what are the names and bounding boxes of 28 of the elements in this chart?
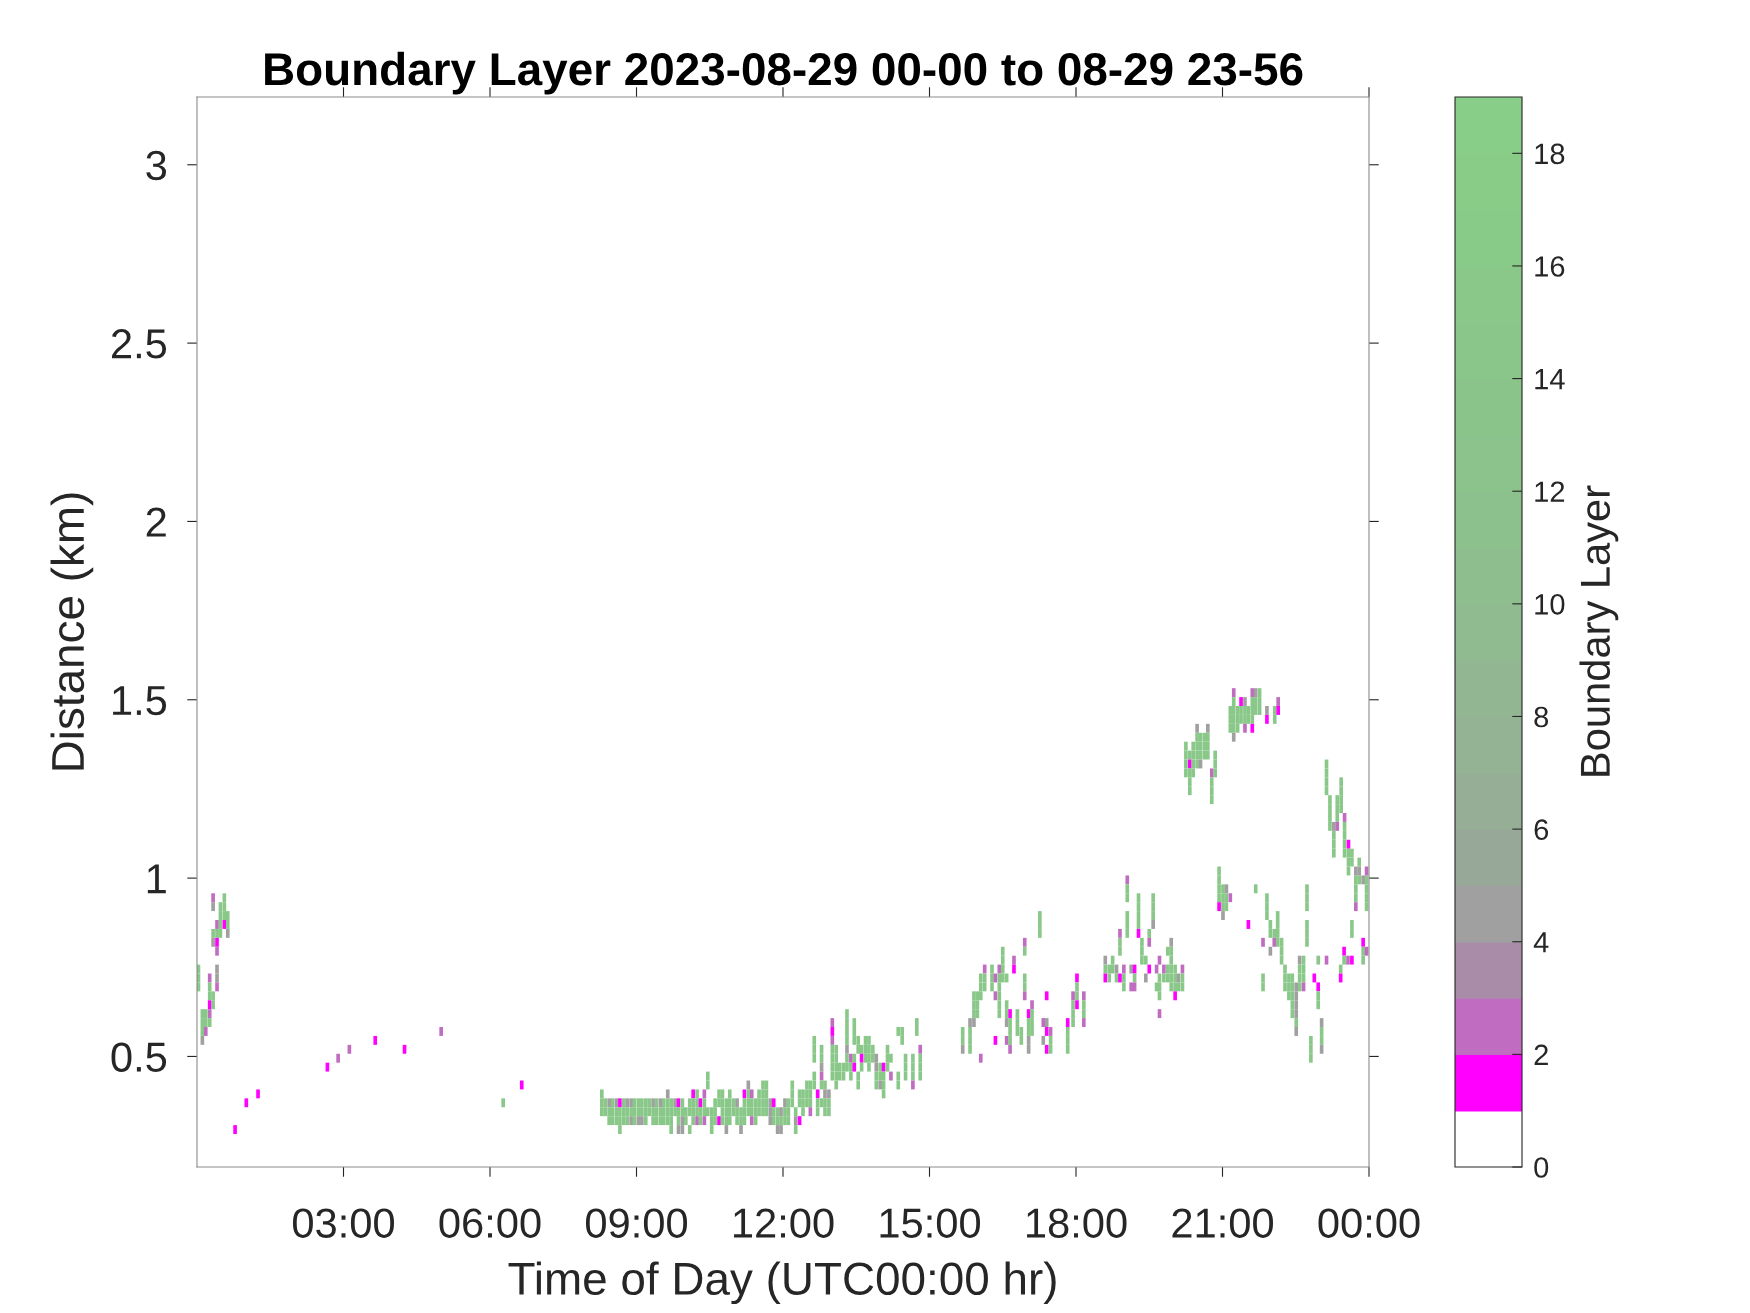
color-bar-label: 8 — [1534, 706, 1549, 728]
y-tick-label: 3 — [146, 150, 166, 181]
y-tick-label: 0.5 — [111, 1042, 167, 1072]
color-bar-label: 6 — [1534, 819, 1549, 840]
color-bar-label: 4 — [1533, 932, 1549, 953]
y-axis-title: Distance (km) — [50, 493, 94, 770]
x-tick-label: 12:00 — [734, 1208, 834, 1238]
color-bar-title: Boundary Layer — [1579, 485, 1619, 776]
x-tick-label: 00:00 — [1318, 1208, 1420, 1238]
color-bar-label: 0 — [1534, 1157, 1549, 1178]
x-tick-label: 15:00 — [880, 1208, 981, 1238]
chart-title: Boundary Layer 2023-08-29 00-00 to 08-29 23-56 — [265, 51, 1303, 95]
color-bar-label: 10 — [1535, 594, 1565, 615]
x-tick-label: 09:00 — [586, 1208, 688, 1238]
x-axis-title: Time of Day (UTC00:00 hr) — [508, 1261, 1056, 1305]
x-tick-label: 06:00 — [439, 1208, 541, 1238]
x-tick-label: 18:00 — [1027, 1208, 1127, 1238]
y-tick-label: 2 — [146, 507, 166, 537]
color-bar-label: 12 — [1535, 481, 1565, 502]
color-bar-label: 18 — [1535, 143, 1565, 165]
y-tick-label: 2.5 — [112, 329, 167, 359]
color-bar-label: 2 — [1534, 1044, 1548, 1065]
y-tick-label: 1.5 — [113, 686, 167, 716]
x-tick-label: 21:00 — [1172, 1208, 1274, 1238]
color-bar-label: 16 — [1535, 256, 1565, 277]
color-bar-label: 14 — [1535, 369, 1565, 390]
x-tick-label: 03:00 — [293, 1208, 395, 1238]
y-tick-label: 1 — [147, 864, 166, 894]
